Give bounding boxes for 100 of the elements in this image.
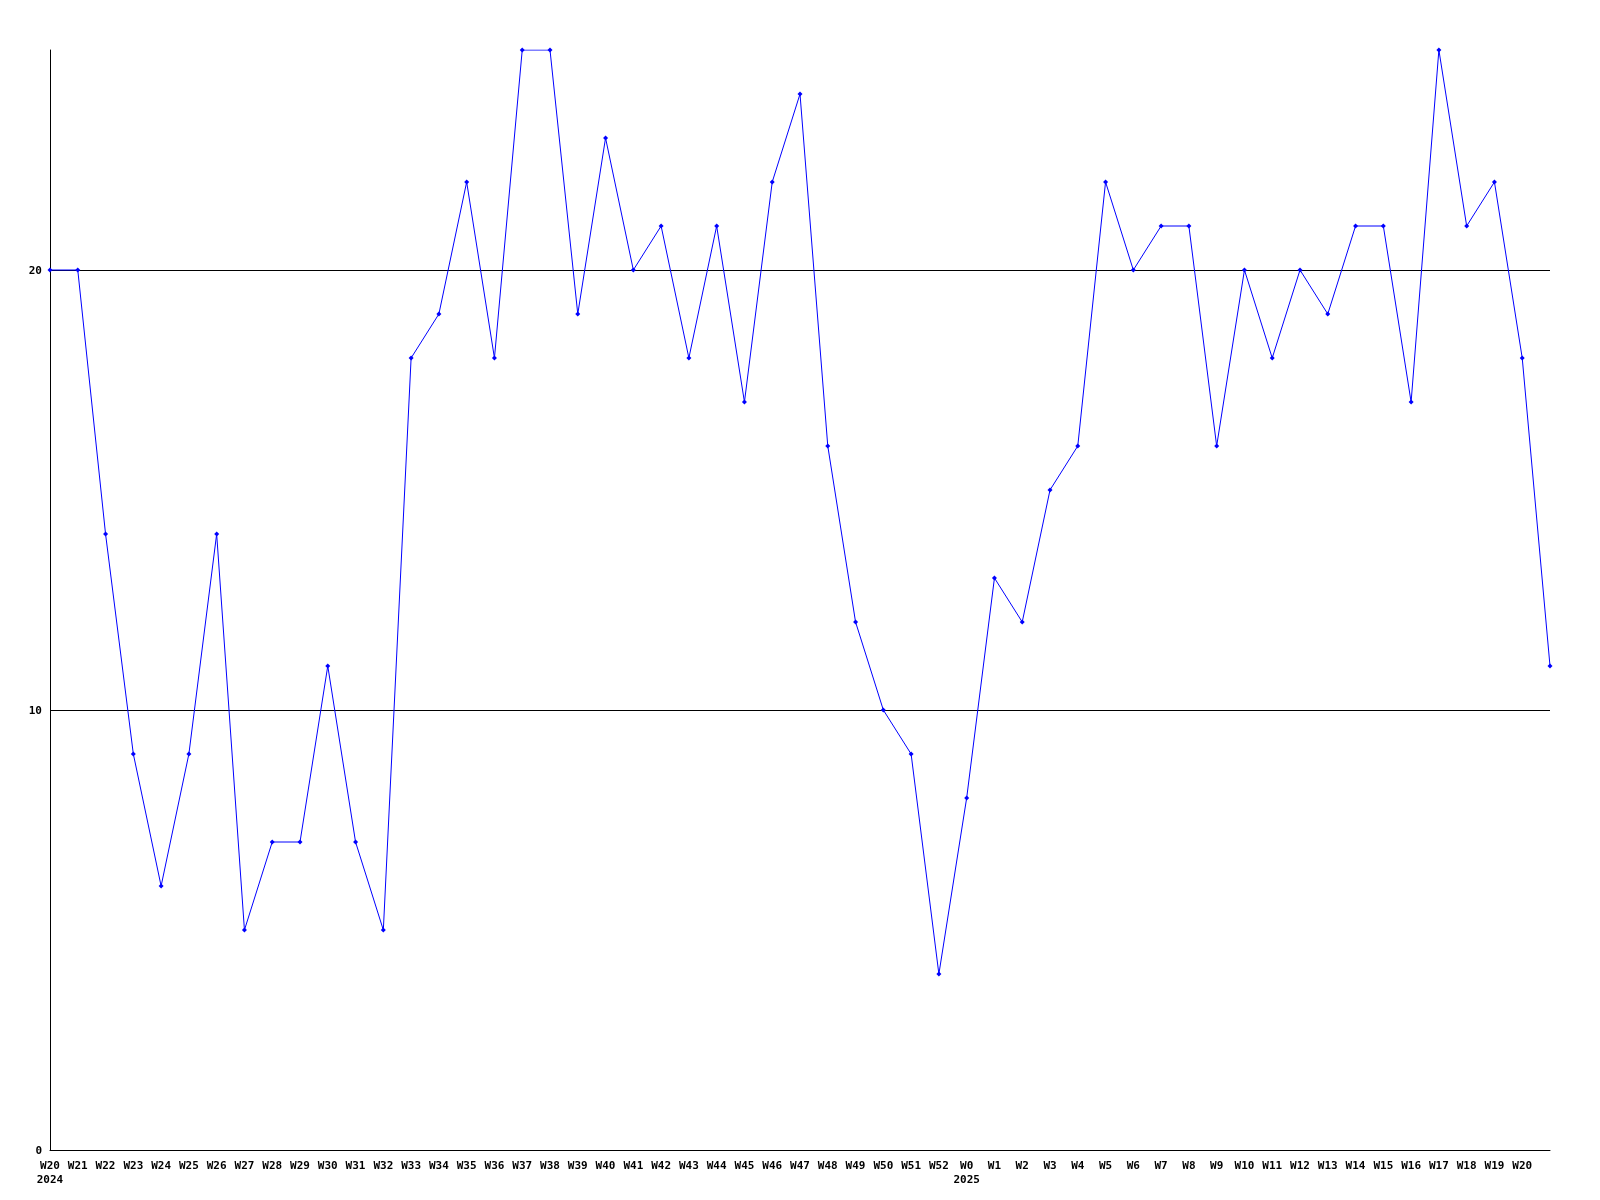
point — [714, 223, 720, 229]
y-tick-label: 10 — [28, 703, 42, 717]
x-tick-label: W43 — [678, 1158, 699, 1172]
x-tick-label: W8 — [1182, 1158, 1196, 1172]
point — [1325, 311, 1331, 317]
point — [408, 355, 414, 361]
point — [880, 707, 886, 713]
point — [1408, 399, 1414, 405]
x-tick-label: W3 — [1043, 1158, 1057, 1172]
point — [1130, 267, 1136, 273]
x-tick-label: W52 — [928, 1158, 949, 1172]
point — [1186, 223, 1192, 229]
x-tick-label: W47 — [790, 1158, 810, 1172]
x-tick-label: W6 — [1126, 1158, 1141, 1172]
point — [1019, 619, 1025, 625]
x-tick-label: W20 — [1512, 1158, 1533, 1172]
x-tick-label: W22 — [95, 1158, 116, 1172]
x-tick-label: W12 — [1290, 1158, 1310, 1172]
point — [75, 267, 81, 273]
x-tick-label: W33 — [401, 1158, 422, 1172]
x-tick-label: W45 — [734, 1158, 755, 1172]
point — [964, 795, 970, 801]
point — [353, 839, 359, 845]
point — [908, 751, 914, 757]
x-tick-label: W1 — [987, 1158, 1002, 1172]
x-tick-label: W21 — [67, 1158, 89, 1172]
x-tick-label: W11 — [1262, 1158, 1283, 1172]
point — [741, 399, 747, 405]
point — [1353, 223, 1359, 229]
x-tick-label: W28 — [262, 1158, 283, 1172]
x-tick-label: W15 — [1373, 1158, 1394, 1172]
x-tick-label: W23 — [123, 1158, 144, 1172]
x-tick-label: W29 — [290, 1158, 310, 1172]
point — [325, 663, 331, 669]
x-tick-label: W7 — [1154, 1158, 1168, 1172]
point — [853, 619, 859, 625]
x-tick-label: W13 — [1317, 1158, 1338, 1172]
x-tick-label: W25 — [178, 1158, 199, 1172]
point — [769, 179, 775, 185]
x-tick-label: W51 — [901, 1158, 922, 1172]
x-tick-label: W37 — [512, 1158, 533, 1172]
point — [214, 531, 220, 537]
point — [241, 927, 247, 933]
point — [575, 311, 581, 317]
x-tick-label: W5 — [1098, 1158, 1113, 1172]
point — [936, 971, 942, 977]
x-tick-label: W0 2025 — [953, 1158, 980, 1186]
point — [103, 531, 109, 537]
x-tick-label: W40 — [595, 1158, 616, 1172]
x-tick-label: W4 — [1071, 1158, 1085, 1172]
point — [1047, 487, 1053, 493]
point — [47, 267, 53, 273]
point — [491, 355, 497, 361]
x-tick-label: W41 — [623, 1158, 644, 1172]
x-tick-label: W26 — [206, 1158, 227, 1172]
x-tick-label: W19 — [1484, 1158, 1505, 1172]
y-tick-label: 0 — [35, 1143, 42, 1157]
point — [686, 355, 692, 361]
point — [519, 47, 525, 53]
point — [1103, 179, 1109, 185]
x-tick-label: W24 — [151, 1158, 172, 1172]
point — [297, 839, 303, 845]
point — [658, 223, 664, 229]
x-tick-label: W9 — [1210, 1158, 1224, 1172]
point — [547, 47, 553, 53]
point — [380, 927, 386, 933]
point — [825, 443, 831, 449]
x-tick-label: W44 — [706, 1158, 727, 1172]
point — [991, 575, 997, 581]
x-tick-label: W48 — [817, 1158, 838, 1172]
x-tick-label: W36 — [484, 1158, 505, 1172]
point — [186, 751, 192, 757]
point — [1436, 47, 1442, 53]
point — [158, 883, 164, 889]
x-tick-label: W2 — [1015, 1158, 1029, 1172]
x-tick-label: W16 — [1401, 1158, 1422, 1172]
point — [1214, 443, 1220, 449]
point — [1519, 355, 1525, 361]
point — [1380, 223, 1386, 229]
point — [1464, 223, 1470, 229]
point — [1158, 223, 1164, 229]
x-tick-label: W35 — [456, 1158, 477, 1172]
x-tick-label: W50 — [873, 1158, 894, 1172]
point — [1241, 267, 1247, 273]
x-tick-label: W10 — [1234, 1158, 1255, 1172]
point — [603, 135, 609, 141]
x-tick-label: W39 — [567, 1158, 588, 1172]
x-tick-label: W46 — [762, 1158, 783, 1172]
x-tick-label: W18 — [1456, 1158, 1477, 1172]
x-tick-label: W32 — [373, 1158, 394, 1172]
x-tick-label: W20 2024 — [36, 1158, 64, 1186]
point — [1075, 443, 1081, 449]
x-tick-label: W14 — [1345, 1158, 1366, 1172]
x-tick-label: W34 — [428, 1158, 450, 1172]
point — [464, 179, 470, 185]
y-tick-label: 20 — [28, 263, 42, 277]
x-tick-label: W30 — [317, 1158, 338, 1172]
x-tick-label: W27 — [234, 1158, 255, 1172]
point — [1547, 663, 1553, 669]
x-tick-label: W31 — [345, 1158, 366, 1172]
